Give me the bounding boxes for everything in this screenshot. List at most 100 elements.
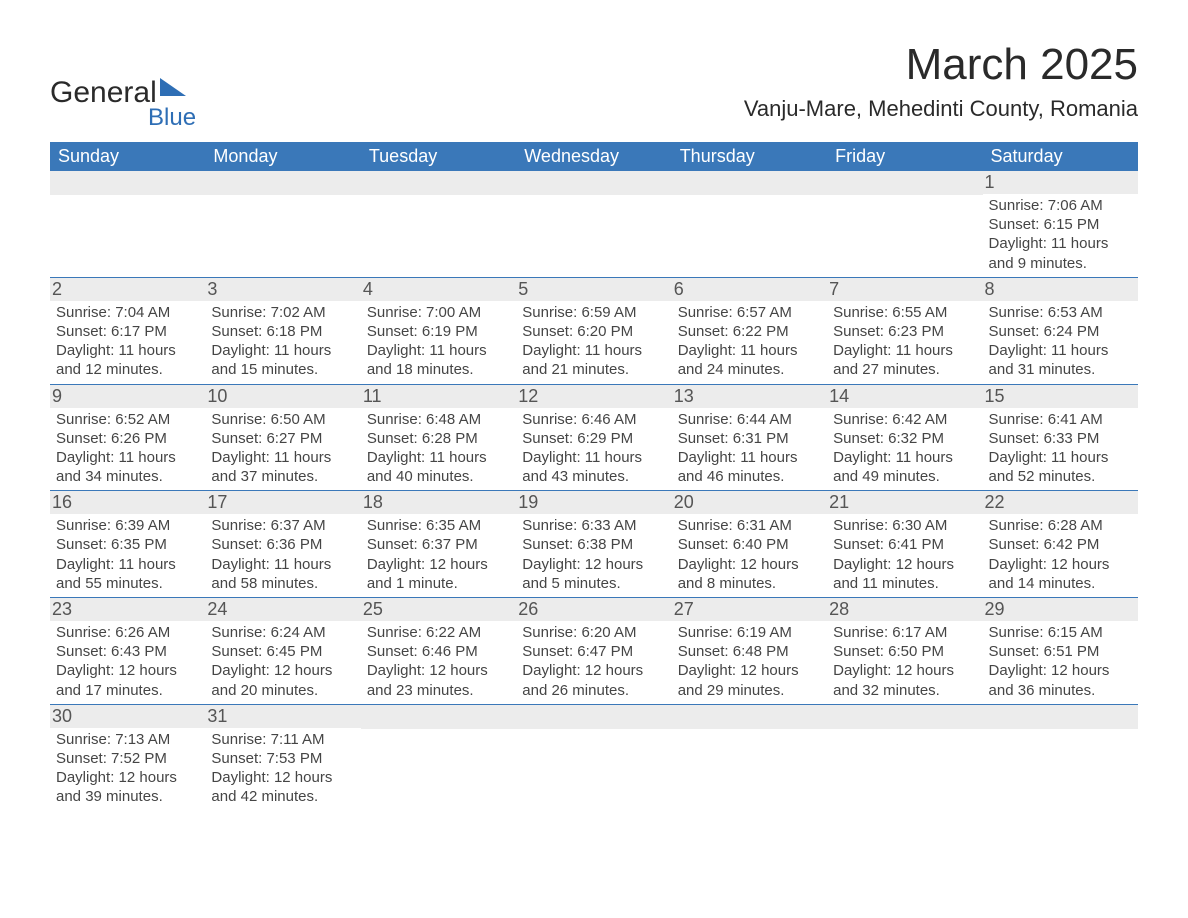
calendar-cell: 7Sunrise: 6:55 AMSunset: 6:23 PMDaylight… (827, 278, 982, 384)
daylight-text: Daylight: 12 hours and 36 minutes. (989, 661, 1132, 699)
daylight-text: Daylight: 12 hours and 29 minutes. (678, 661, 821, 699)
calendar-cell: 22Sunrise: 6:28 AMSunset: 6:42 PMDayligh… (983, 491, 1138, 597)
day-number: 14 (827, 385, 982, 408)
calendar-cell: 26Sunrise: 6:20 AMSunset: 6:47 PMDayligh… (516, 598, 671, 704)
daylight-text: Daylight: 11 hours and 37 minutes. (211, 448, 354, 486)
day-body: Sunrise: 7:13 AMSunset: 7:52 PMDaylight:… (56, 730, 199, 807)
day-body: Sunrise: 6:52 AMSunset: 6:26 PMDaylight:… (56, 410, 199, 487)
weekday-wednesday: Wednesday (516, 142, 671, 171)
sunrise-text: Sunrise: 6:42 AM (833, 410, 976, 429)
calendar-cell: 29Sunrise: 6:15 AMSunset: 6:51 PMDayligh… (983, 598, 1138, 704)
month-title: March 2025 (744, 40, 1138, 90)
daylight-text: Daylight: 12 hours and 39 minutes. (56, 768, 199, 806)
daylight-text: Daylight: 12 hours and 20 minutes. (211, 661, 354, 699)
sunset-text: Sunset: 6:26 PM (56, 429, 199, 448)
sunrise-text: Sunrise: 6:24 AM (211, 623, 354, 642)
day-body: Sunrise: 6:44 AMSunset: 6:31 PMDaylight:… (678, 410, 821, 487)
calendar-cell: 14Sunrise: 6:42 AMSunset: 6:32 PMDayligh… (827, 385, 982, 491)
daylight-text: Daylight: 11 hours and 15 minutes. (211, 341, 354, 379)
daylight-text: Daylight: 12 hours and 42 minutes. (211, 768, 354, 806)
sunrise-text: Sunrise: 6:30 AM (833, 516, 976, 535)
day-number: 15 (983, 385, 1138, 408)
week-row: 9Sunrise: 6:52 AMSunset: 6:26 PMDaylight… (50, 384, 1138, 491)
day-number: 30 (50, 705, 205, 728)
sunrise-text: Sunrise: 7:13 AM (56, 730, 199, 749)
day-number (983, 705, 1138, 729)
sunset-text: Sunset: 6:27 PM (211, 429, 354, 448)
sunset-text: Sunset: 6:50 PM (833, 642, 976, 661)
day-body: Sunrise: 6:33 AMSunset: 6:38 PMDaylight:… (522, 516, 665, 593)
sunrise-text: Sunrise: 6:57 AM (678, 303, 821, 322)
sunrise-text: Sunrise: 6:22 AM (367, 623, 510, 642)
day-number (50, 171, 205, 195)
sunrise-text: Sunrise: 7:00 AM (367, 303, 510, 322)
daylight-text: Daylight: 12 hours and 23 minutes. (367, 661, 510, 699)
sunset-text: Sunset: 6:45 PM (211, 642, 354, 661)
daylight-text: Daylight: 12 hours and 32 minutes. (833, 661, 976, 699)
day-number (672, 171, 827, 195)
daylight-text: Daylight: 11 hours and 40 minutes. (367, 448, 510, 486)
daylight-text: Daylight: 11 hours and 21 minutes. (522, 341, 665, 379)
day-number: 10 (205, 385, 360, 408)
day-number: 27 (672, 598, 827, 621)
sunrise-text: Sunrise: 6:15 AM (989, 623, 1132, 642)
daylight-text: Daylight: 12 hours and 5 minutes. (522, 555, 665, 593)
sunset-text: Sunset: 6:36 PM (211, 535, 354, 554)
weekday-sunday: Sunday (50, 142, 205, 171)
day-number: 8 (983, 278, 1138, 301)
calendar-cell: 13Sunrise: 6:44 AMSunset: 6:31 PMDayligh… (672, 385, 827, 491)
day-body: Sunrise: 6:20 AMSunset: 6:47 PMDaylight:… (522, 623, 665, 700)
day-body: Sunrise: 6:39 AMSunset: 6:35 PMDaylight:… (56, 516, 199, 593)
sunset-text: Sunset: 6:31 PM (678, 429, 821, 448)
day-number (516, 171, 671, 195)
daylight-text: Daylight: 12 hours and 26 minutes. (522, 661, 665, 699)
sunset-text: Sunset: 6:33 PM (989, 429, 1132, 448)
day-body: Sunrise: 6:48 AMSunset: 6:28 PMDaylight:… (367, 410, 510, 487)
day-number: 3 (205, 278, 360, 301)
day-number: 29 (983, 598, 1138, 621)
day-number (672, 705, 827, 729)
day-body: Sunrise: 6:46 AMSunset: 6:29 PMDaylight:… (522, 410, 665, 487)
calendar-cell: 31Sunrise: 7:11 AMSunset: 7:53 PMDayligh… (205, 705, 360, 811)
sunrise-text: Sunrise: 7:02 AM (211, 303, 354, 322)
calendar-cell: 5Sunrise: 6:59 AMSunset: 6:20 PMDaylight… (516, 278, 671, 384)
day-number (827, 171, 982, 195)
day-number (827, 705, 982, 729)
day-body: Sunrise: 6:17 AMSunset: 6:50 PMDaylight:… (833, 623, 976, 700)
daylight-text: Daylight: 12 hours and 8 minutes. (678, 555, 821, 593)
calendar-cell (205, 171, 360, 277)
day-number: 17 (205, 491, 360, 514)
day-number: 16 (50, 491, 205, 514)
calendar-cell: 30Sunrise: 7:13 AMSunset: 7:52 PMDayligh… (50, 705, 205, 811)
weekday-saturday: Saturday (983, 142, 1138, 171)
sunset-text: Sunset: 6:20 PM (522, 322, 665, 341)
day-body: Sunrise: 7:00 AMSunset: 6:19 PMDaylight:… (367, 303, 510, 380)
sunset-text: Sunset: 7:52 PM (56, 749, 199, 768)
daylight-text: Daylight: 11 hours and 9 minutes. (989, 234, 1132, 272)
day-body: Sunrise: 6:50 AMSunset: 6:27 PMDaylight:… (211, 410, 354, 487)
calendar-cell (827, 171, 982, 277)
sunset-text: Sunset: 6:43 PM (56, 642, 199, 661)
location: Vanju-Mare, Mehedinti County, Romania (744, 96, 1138, 122)
sunrise-text: Sunrise: 6:44 AM (678, 410, 821, 429)
sunrise-text: Sunrise: 6:50 AM (211, 410, 354, 429)
calendar-cell (361, 171, 516, 277)
sunrise-text: Sunrise: 7:06 AM (989, 196, 1132, 215)
daylight-text: Daylight: 11 hours and 31 minutes. (989, 341, 1132, 379)
week-row: 16Sunrise: 6:39 AMSunset: 6:35 PMDayligh… (50, 490, 1138, 597)
day-number (516, 705, 671, 729)
sunrise-text: Sunrise: 6:37 AM (211, 516, 354, 535)
calendar-cell: 9Sunrise: 6:52 AMSunset: 6:26 PMDaylight… (50, 385, 205, 491)
sunset-text: Sunset: 6:40 PM (678, 535, 821, 554)
daylight-text: Daylight: 11 hours and 43 minutes. (522, 448, 665, 486)
day-number (205, 171, 360, 195)
day-body: Sunrise: 6:37 AMSunset: 6:36 PMDaylight:… (211, 516, 354, 593)
sunset-text: Sunset: 6:47 PM (522, 642, 665, 661)
daylight-text: Daylight: 11 hours and 34 minutes. (56, 448, 199, 486)
day-number: 23 (50, 598, 205, 621)
sunrise-text: Sunrise: 7:04 AM (56, 303, 199, 322)
sunrise-text: Sunrise: 6:17 AM (833, 623, 976, 642)
day-number: 20 (672, 491, 827, 514)
calendar-cell (516, 171, 671, 277)
sunrise-text: Sunrise: 6:33 AM (522, 516, 665, 535)
